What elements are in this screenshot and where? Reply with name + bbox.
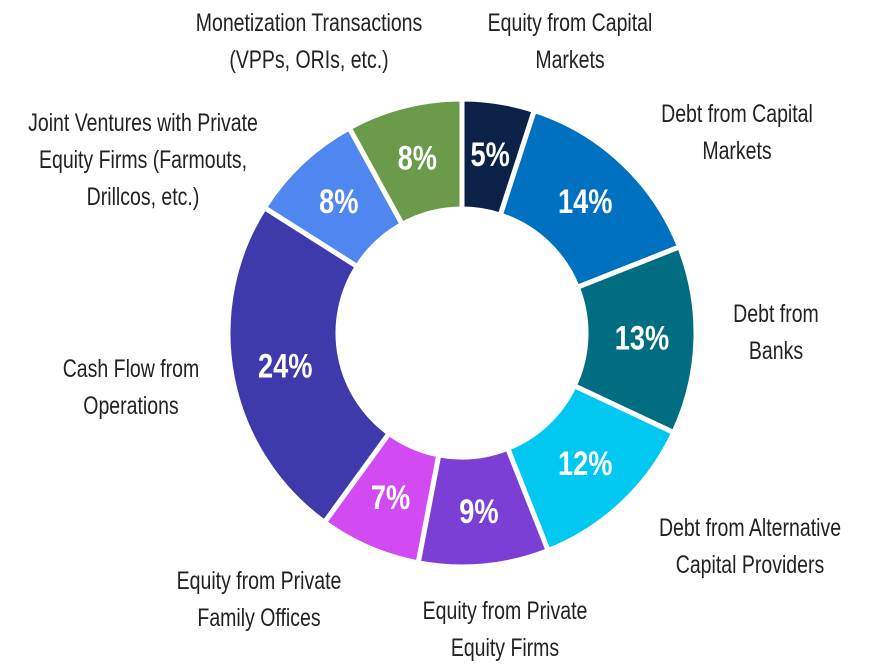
value-label-group: 13%	[615, 319, 669, 358]
value-label-group: 24%	[258, 347, 312, 386]
value-label-group: 5%	[471, 135, 510, 174]
value-label: 24%	[258, 347, 312, 386]
value-label: 9%	[459, 492, 498, 531]
donut-segment	[345, 96, 465, 228]
category-label: Debt from Banks	[733, 300, 819, 365]
category-label: Equity from Private Family Offices	[176, 567, 342, 632]
value-label: 13%	[615, 319, 669, 358]
value-label-group: 14%	[558, 182, 612, 221]
value-label: 14%	[558, 182, 612, 221]
value-label-group: 8%	[319, 182, 358, 221]
category-label: Cash Flow from Operations	[62, 355, 200, 420]
category-label: Debt from Alternative Capital Providers	[658, 514, 842, 579]
category-label: Debt from Capital Markets	[661, 100, 813, 165]
category-label: Equity from Private Equity Firms	[422, 597, 588, 662]
category-label: Monetization Transactions (VPPs, ORIs, e…	[195, 9, 423, 74]
category-label: Joint Ventures with Private Equity Firms…	[28, 109, 258, 211]
category-label: Equity from Capital Markets	[487, 9, 653, 74]
value-label-group: 12%	[558, 444, 612, 483]
value-label: 8%	[319, 182, 358, 221]
value-label-group: 7%	[371, 478, 410, 517]
value-label: 8%	[398, 139, 437, 178]
value-label: 7%	[371, 478, 410, 517]
donut-segment	[497, 107, 683, 291]
donut-segment	[225, 204, 393, 526]
value-label: 12%	[558, 444, 612, 483]
value-label-group: 9%	[459, 492, 498, 531]
value-label: 5%	[471, 135, 510, 174]
value-label-group: 8%	[398, 139, 437, 178]
